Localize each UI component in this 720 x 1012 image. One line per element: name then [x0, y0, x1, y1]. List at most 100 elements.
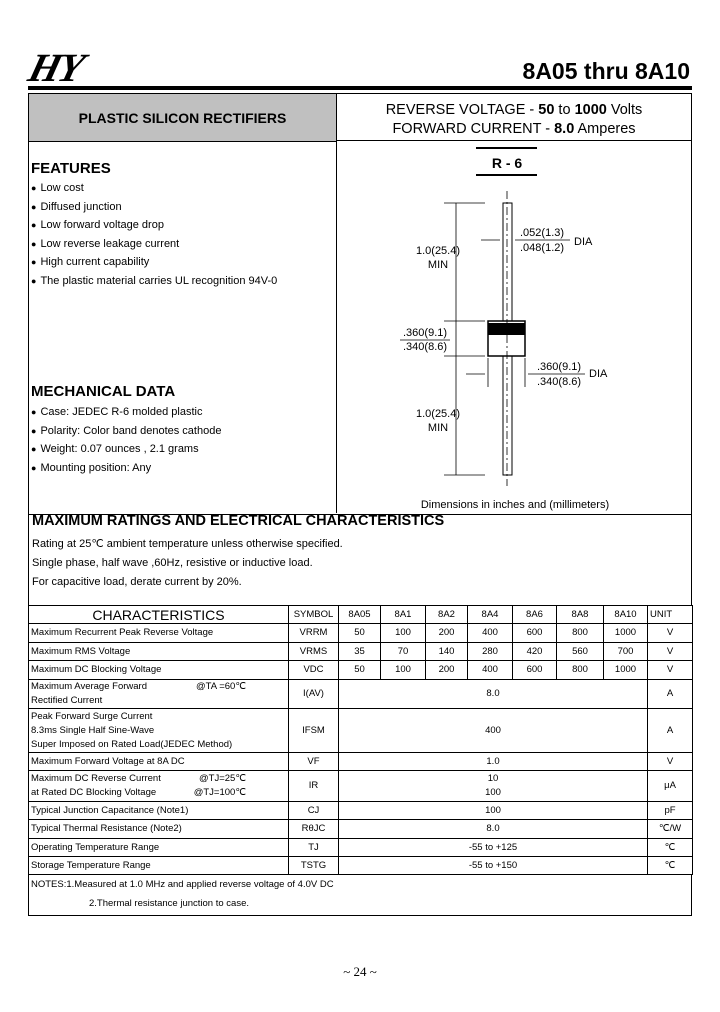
symbol: TJ [308, 841, 319, 853]
value: 1000 [614, 664, 637, 675]
characteristic-name: Super Imposed on Rated Load(JEDEC Method… [31, 738, 233, 750]
symbol-cell: VRMS [288, 642, 339, 661]
symbol: VDC [303, 664, 324, 675]
symbol-cell: IFSM [288, 708, 339, 753]
value: 70 [397, 645, 409, 657]
test-condition: @TA =60℃ [196, 681, 246, 692]
characteristic-cell: Peak Forward Surge Current 8.3ms Single H… [28, 708, 289, 753]
value-cell: 8.0 [338, 679, 648, 709]
unit: ℃ [664, 841, 676, 853]
value: 50 [354, 664, 365, 675]
value-cell: 100 [380, 660, 426, 680]
unit-cell: pF [647, 801, 693, 820]
lead-dia-max: .052(1.3) [520, 227, 564, 239]
header-cell: UNIT [647, 605, 693, 624]
table-header-row: CHARACTERISTICS SYMBOL 8A05 8A1 8A2 8A4 … [28, 605, 693, 624]
value-cell: 420 [512, 642, 557, 661]
value: 600 [526, 664, 543, 675]
value: 800 [572, 627, 588, 638]
value-cell: 800 [556, 623, 604, 643]
symbol: IR [308, 780, 319, 791]
symbol: CJ [307, 804, 320, 816]
unit: V [666, 755, 674, 767]
value: 140 [438, 645, 455, 657]
table-row: Maximum RMS Voltage VRMS 35 70 140 280 420 560 7… [28, 642, 693, 661]
notes-box: NOTES:1.Measured at 1.0 MHz and applied … [28, 874, 692, 916]
unit-cell: V [647, 660, 693, 680]
page-number: ~ 24 ~ [343, 964, 377, 979]
characteristic-cell: Maximum Forward Voltage at 8A DC [28, 752, 289, 771]
characteristic-cell: Maximum Recurrent Peak Reverse Voltage [28, 623, 289, 643]
unit: A [666, 724, 674, 736]
characteristic-cell: Typical Junction Capacitance (Note1) [28, 801, 289, 820]
value: 280 [482, 645, 498, 657]
note-1: NOTES:1.Measured at 1.0 MHz and applied … [31, 879, 334, 890]
symbol-cell: CJ [288, 801, 339, 820]
symbol-cell: IR [288, 770, 339, 802]
feature-item: Low cost [31, 179, 277, 198]
package-name: R - 6 [492, 155, 523, 171]
fc-val: 8.0 [554, 121, 575, 137]
top-lead-length: 1.0(25.4) [416, 245, 460, 257]
body-dia-min: .340(8.6) [537, 376, 581, 388]
value-cell: 600 [512, 623, 557, 643]
value-cell: 700 [603, 642, 648, 661]
feature-item: Diffused junction [31, 198, 277, 217]
characteristic-name: Typical Thermal Resistance (Note2) [31, 823, 182, 834]
value-cell: 50 [338, 660, 381, 680]
characteristic-cell: Maximum DC Blocking Voltage [28, 660, 289, 680]
value-cell: 35 [338, 642, 381, 661]
dimension-lines [400, 202, 585, 476]
unit: ℃ [664, 859, 676, 871]
characteristic-name: Maximum Forward Voltage at 8A DC [31, 755, 185, 767]
table-row: Storage Temperature Range TSTG -55 to +150… [28, 856, 693, 875]
value: 700 [617, 645, 634, 657]
value-cell: 600 [512, 660, 557, 680]
characteristic-name: Maximum RMS Voltage [31, 645, 131, 657]
unit: A [666, 688, 674, 699]
condition-line: Rating at 25℃ ambient temperature unless… [32, 538, 343, 550]
characteristic-cell: Maximum RMS Voltage [28, 642, 289, 661]
table-row: Maximum Recurrent Peak Reverse Voltage VR… [28, 623, 693, 643]
unit: V [666, 627, 674, 638]
unit: ℃/W [658, 823, 682, 834]
value-cell: -55 to +150 [338, 856, 648, 875]
value-cell: 100 [380, 623, 426, 643]
value-cell: -55 to +125 [338, 838, 648, 857]
mechanical-item: Polarity: Color band denotes cathode [31, 422, 221, 441]
symbol: RθJC [301, 823, 326, 834]
value: 400 [482, 627, 498, 638]
value: 8.0 [486, 688, 500, 699]
table-row: Maximum DC Reverse Current @TJ=25℃ at Rat… [28, 770, 693, 802]
value-cell: 140 [425, 642, 468, 661]
symbol-cell: TSTG [288, 856, 339, 875]
value: 1.0 [486, 755, 500, 767]
part-range-title: 8A05 thru 8A10 [522, 58, 690, 84]
condition-line: Single phase, half wave ,60Hz, resistive… [32, 557, 313, 569]
feature-item: Low reverse leakage current [31, 235, 277, 254]
value-cell: 100 [338, 801, 648, 820]
unit-cell: ℃ [647, 838, 693, 857]
unit: V [666, 664, 674, 675]
characteristic-name: Maximum Recurrent Peak Reverse Voltage [31, 627, 214, 638]
ratings-heading: MAXIMUM RATINGS AND ELECTRICAL CHARACTER… [32, 513, 445, 529]
symbol: VF [307, 755, 320, 767]
features-heading: FEATURES [31, 160, 111, 177]
r6-package-drawing: R - 6 1.0(25.4) MIN 1.0(25.4) MIN .052(1… [400, 147, 609, 511]
top-box [28, 93, 692, 515]
value-cell: 280 [467, 642, 513, 661]
symbol-cell: RθJC [288, 819, 339, 839]
value: 600 [526, 627, 543, 638]
value: 100 [485, 787, 501, 798]
header-rule [28, 86, 692, 90]
header-cell: SYMBOL [288, 605, 339, 624]
test-condition: @TJ=25℃ [199, 773, 246, 784]
value: -55 to +150 [468, 859, 518, 871]
ratings-conditions: Rating at 25℃ ambient temperature unless… [32, 535, 343, 592]
value-cell: 400 [467, 660, 513, 680]
value: 800 [572, 664, 588, 675]
characteristic-name: Maximum Average Forward [31, 681, 147, 692]
bottom-lead-min: MIN [428, 422, 448, 434]
symbol-cell: VDC [288, 660, 339, 680]
characteristic-name: Peak Forward Surge Current [31, 710, 153, 722]
